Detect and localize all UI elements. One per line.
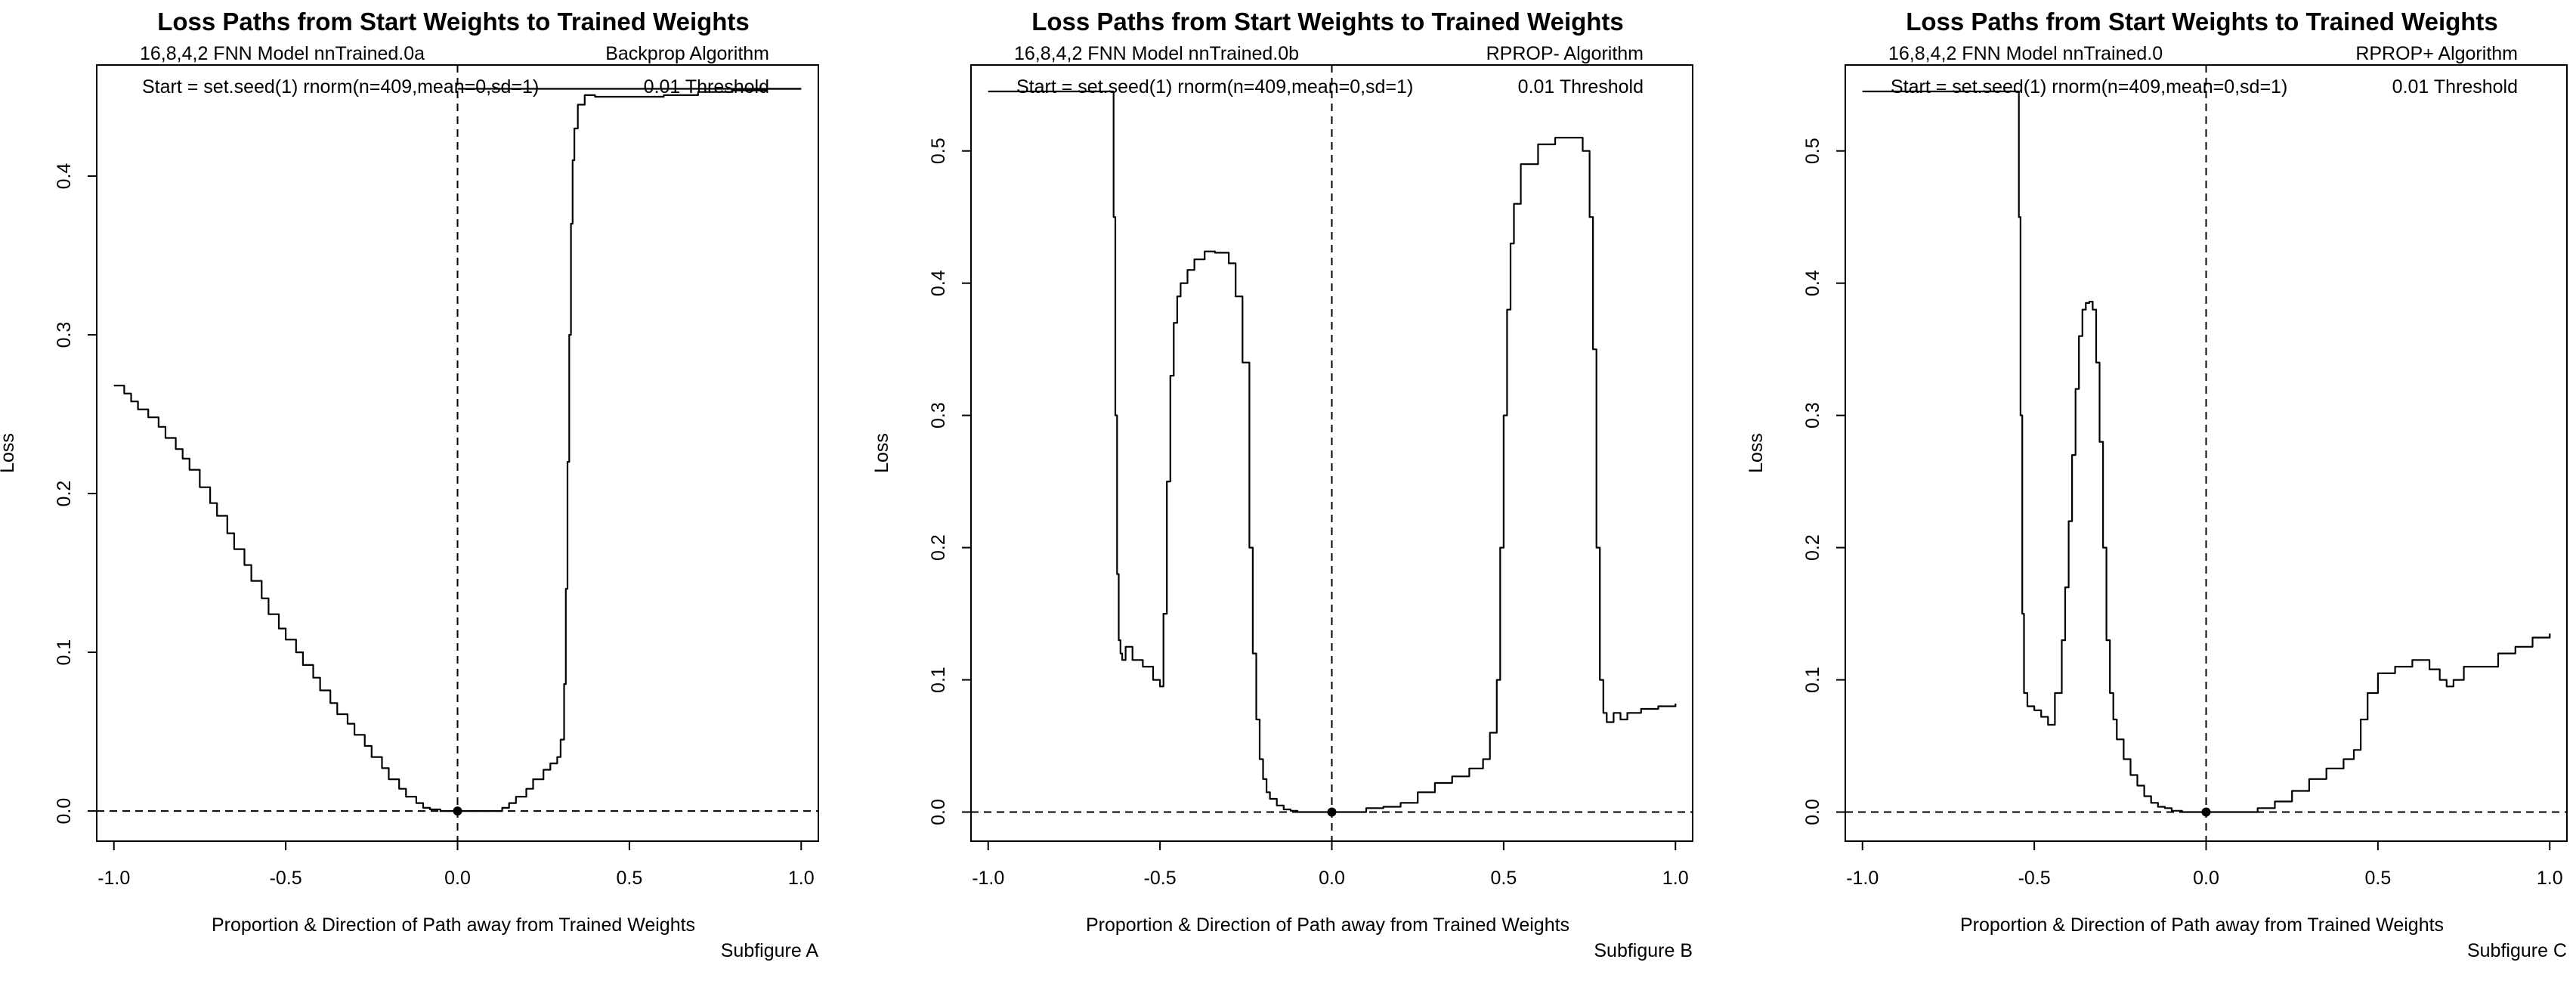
y-tick-label: 0.4 (54, 163, 75, 190)
x-tick-label: 1.0 (788, 868, 815, 889)
algorithm-label: RPROP- Algorithm (1486, 43, 1644, 64)
chart-title: Loss Paths from Start Weights to Trained… (157, 8, 750, 36)
y-axis-label: Loss (871, 433, 892, 473)
y-tick-label: 0.4 (928, 270, 949, 296)
x-tick-label: -0.5 (270, 868, 302, 889)
algorithm-label: Backprop Algorithm (605, 43, 769, 64)
threshold-label: 0.01 Threshold (1518, 76, 1644, 97)
y-tick-label: 0.2 (928, 534, 949, 561)
x-tick-label: 0.0 (1319, 868, 1345, 889)
subfigure-label: Subfigure A (721, 940, 819, 961)
x-tick-label: 0.5 (1490, 868, 1517, 889)
trained-weights-marker (453, 806, 462, 816)
threshold-label: 0.01 Threshold (644, 76, 769, 97)
loss-path-line (113, 88, 802, 812)
x-tick-label: -0.5 (1144, 868, 1177, 889)
x-tick-label: 0.5 (616, 868, 642, 889)
x-tick-label: -0.5 (2018, 868, 2051, 889)
y-tick-label: 0.4 (1802, 270, 1823, 296)
model-label: 16,8,4,2 FNN Model nnTrained.0 (1888, 43, 2163, 64)
x-tick-label: -1.0 (97, 868, 130, 889)
chart-panel-3: Loss Paths from Start Weights to Trained… (1746, 8, 2568, 961)
y-tick-label: 0.1 (928, 667, 949, 693)
y-tick-label: 0.3 (54, 322, 75, 348)
chart-title: Loss Paths from Start Weights to Trained… (1906, 8, 2498, 36)
start-label: Start = set.seed(1) rnorm(n=409,mean=0,s… (142, 76, 539, 97)
chart-panel-1: Loss Paths from Start Weights to Trained… (0, 8, 819, 961)
y-tick-label: 0.3 (928, 402, 949, 429)
x-tick-label: -1.0 (1846, 868, 1879, 889)
y-tick-label: 0.0 (928, 799, 949, 825)
x-tick-label: 1.0 (1662, 868, 1689, 889)
chart-title: Loss Paths from Start Weights to Trained… (1031, 8, 1624, 36)
y-axis-label: Loss (0, 433, 18, 473)
trained-weights-marker (2201, 807, 2211, 817)
y-tick-label: 0.5 (928, 138, 949, 164)
start-label: Start = set.seed(1) rnorm(n=409,mean=0,s… (1891, 76, 2287, 97)
x-tick-label: 0.0 (2193, 868, 2219, 889)
y-tick-label: 0.1 (54, 639, 75, 666)
loss-path-line (988, 90, 1677, 813)
x-axis-label: Proportion & Direction of Path away from… (1086, 914, 1569, 936)
y-tick-label: 0.0 (54, 798, 75, 825)
y-tick-label: 0.3 (1802, 402, 1823, 429)
algorithm-label: RPROP+ Algorithm (2355, 43, 2518, 64)
y-tick-label: 0.0 (1802, 799, 1823, 825)
y-axis-label: Loss (1746, 433, 1767, 473)
y-tick-label: 0.5 (1802, 138, 1823, 164)
x-tick-label: -1.0 (972, 868, 1004, 889)
y-tick-label: 0.1 (1802, 667, 1823, 693)
chart-panel-2: Loss Paths from Start Weights to Trained… (871, 8, 1693, 961)
model-label: 16,8,4,2 FNN Model nnTrained.0b (1014, 43, 1299, 64)
start-label: Start = set.seed(1) rnorm(n=409,mean=0,s… (1016, 76, 1413, 97)
subfigure-label: Subfigure B (1594, 940, 1693, 961)
x-tick-label: 0.5 (2364, 868, 2391, 889)
x-tick-label: 0.0 (444, 868, 471, 889)
trained-weights-marker (1327, 807, 1337, 817)
x-axis-label: Proportion & Direction of Path away from… (1960, 914, 2444, 936)
subfigure-label: Subfigure C (2467, 940, 2567, 961)
x-axis-label: Proportion & Direction of Path away from… (212, 914, 695, 936)
loss-path-line (1862, 90, 2551, 813)
threshold-label: 0.01 Threshold (2392, 76, 2518, 97)
model-label: 16,8,4,2 FNN Model nnTrained.0a (140, 43, 425, 64)
x-tick-label: 1.0 (2537, 868, 2563, 889)
y-tick-label: 0.2 (54, 481, 75, 507)
y-tick-label: 0.2 (1802, 534, 1823, 561)
